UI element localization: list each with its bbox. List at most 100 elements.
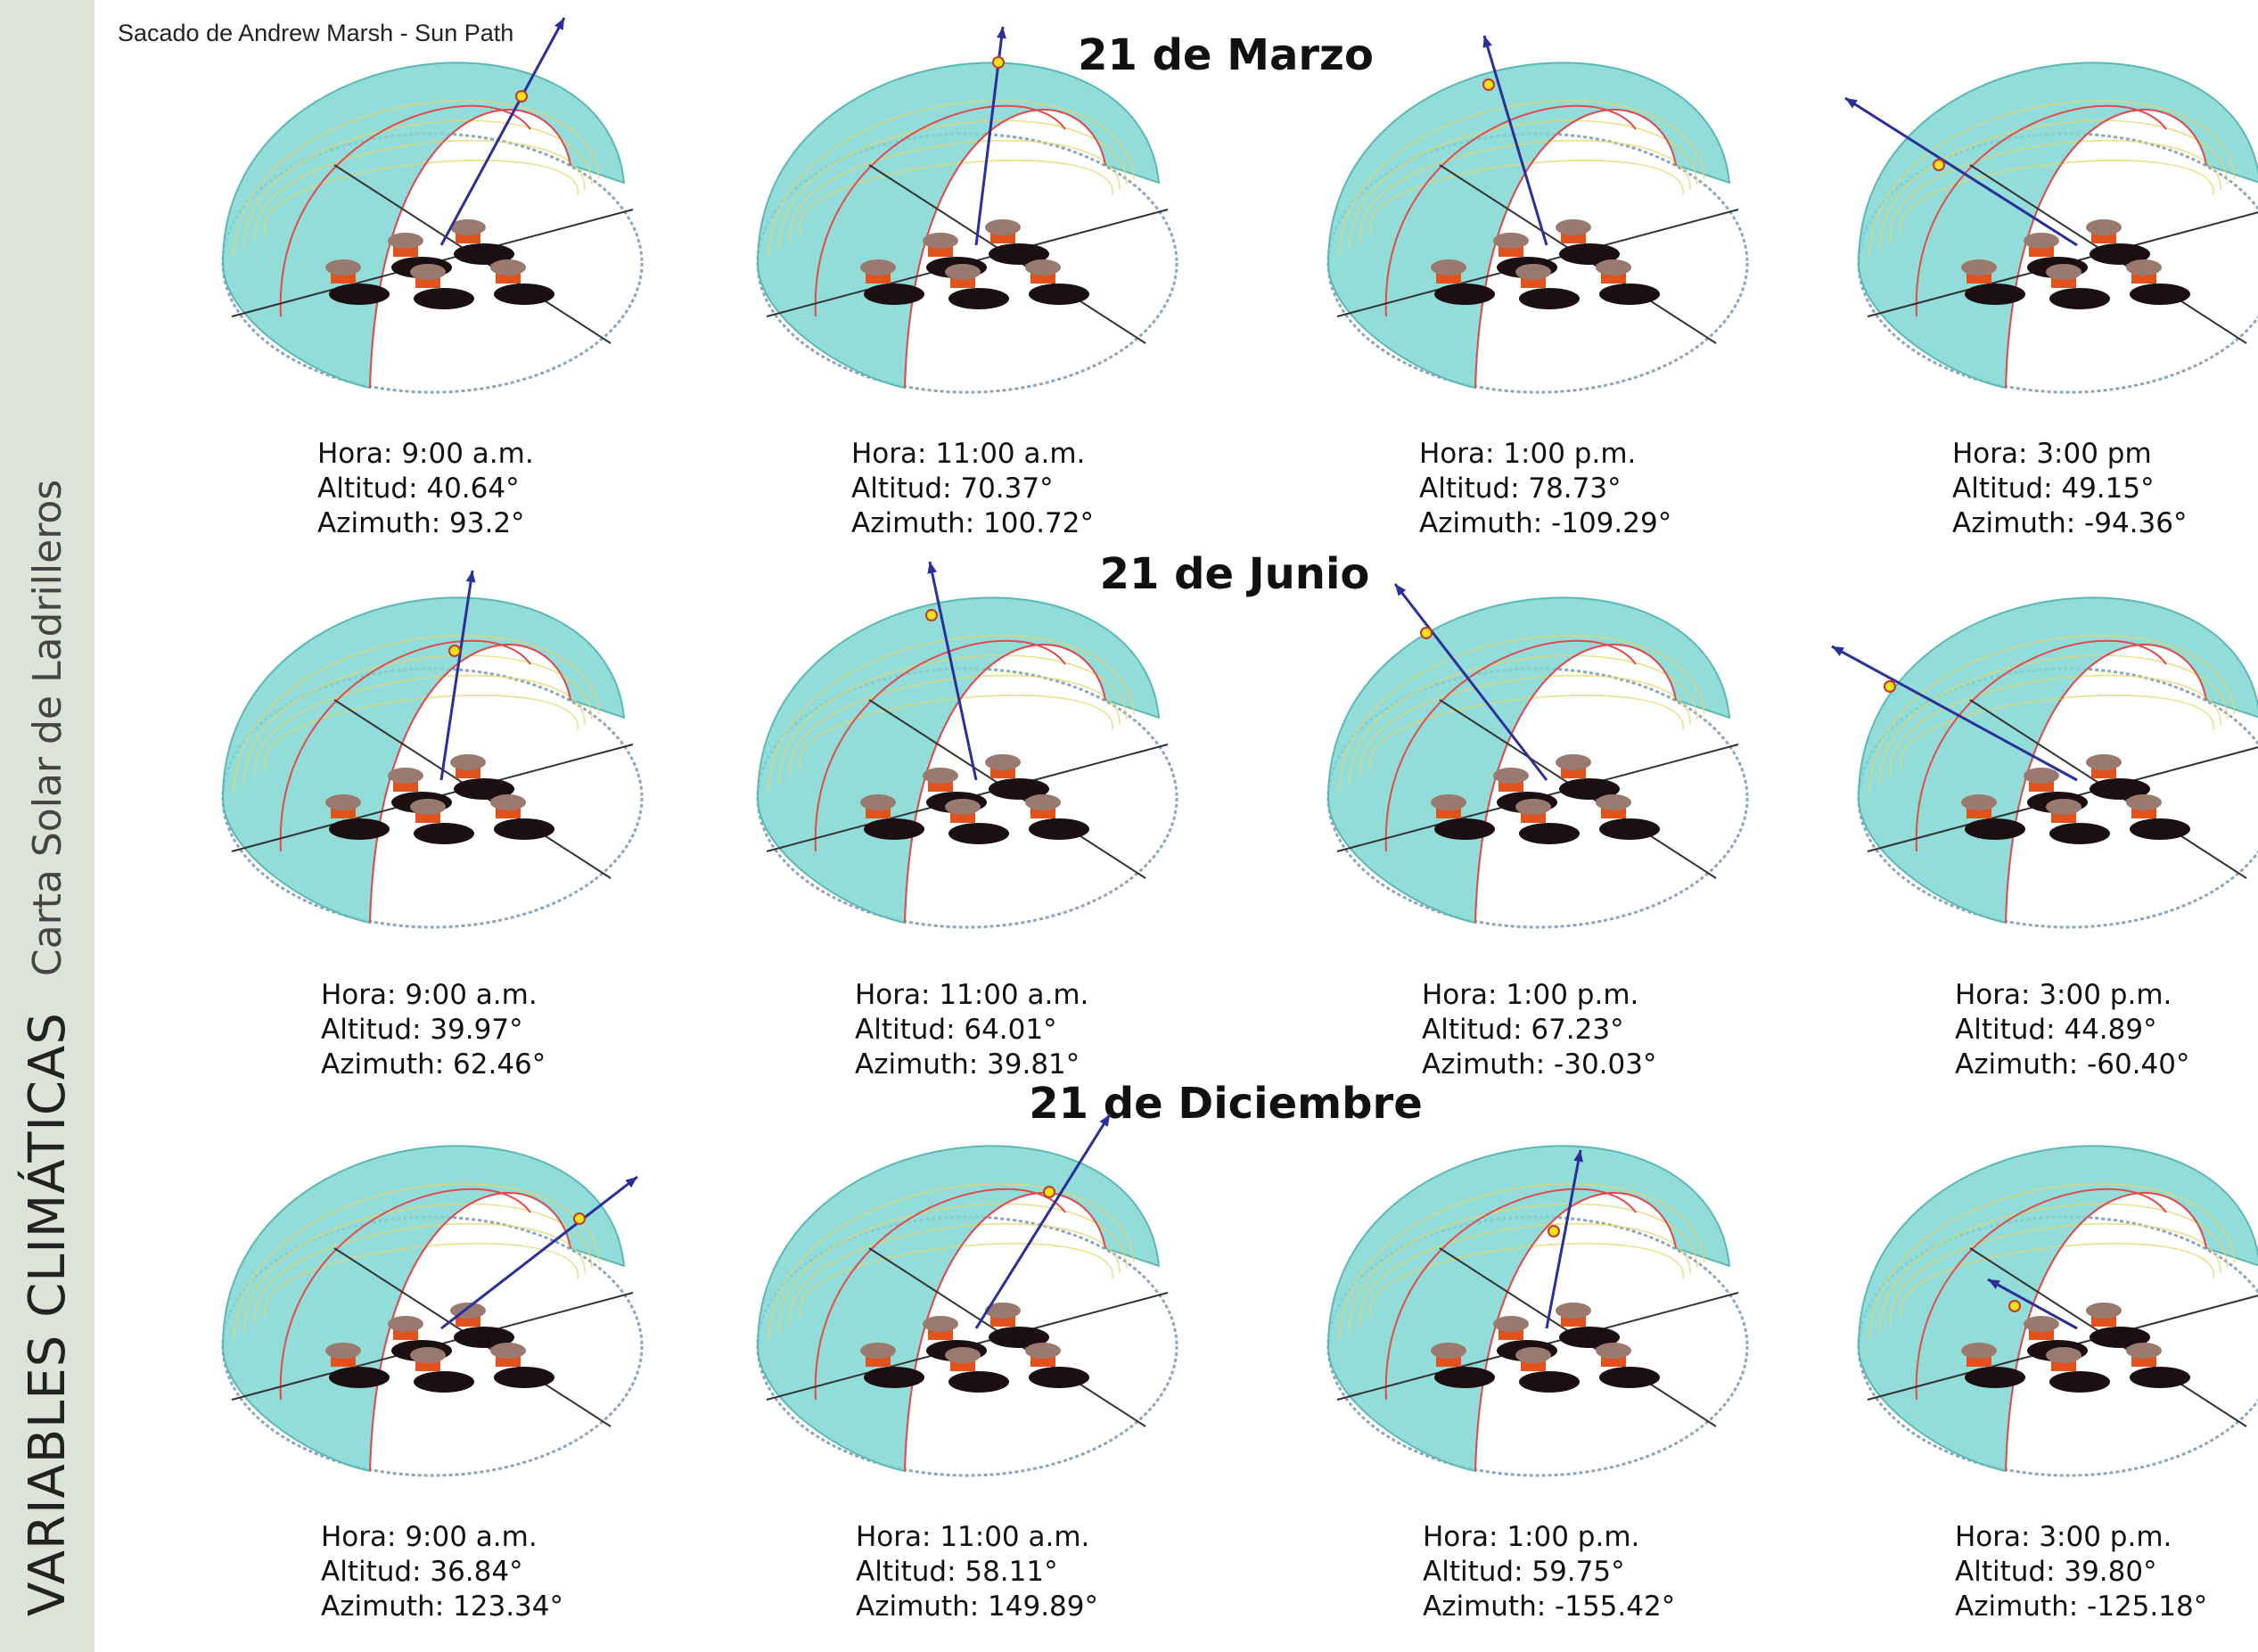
building-shadow [2090,1327,2150,1348]
building-roof [1025,259,1061,275]
sun-path-line [904,1192,1106,1472]
building-shadow [1519,823,1580,844]
sunpath-diagram [735,561,1199,963]
building-shadow [2130,1367,2190,1388]
sun-vector [1844,96,2078,247]
building-roof [1596,1343,1631,1359]
sun-position-marker [573,1212,586,1225]
sunpath-diagram [201,1119,664,1511]
dome-grid-line [798,694,1113,770]
sun-info: Hora: 11:00 a.m. Altitud: 58.11° Azimuth… [856,1520,1098,1624]
building-roof [2126,794,2162,810]
building-roof [2046,1347,2081,1363]
building-shadow [2130,284,2190,305]
building-shadow [494,1367,554,1388]
altitud-label: Altitud: 36.84° [321,1556,523,1588]
dome-grid-line [1899,1243,2214,1319]
building-shadow [329,1367,390,1388]
building-roof [1515,799,1551,815]
sun-path-line [1474,644,1677,924]
building-shadow [864,818,924,840]
building-roof [945,799,981,815]
dome-grid-line [1338,635,1705,792]
building-shadow [1434,818,1495,840]
building-roof [2086,219,2122,235]
building-roof [1493,768,1529,784]
sun-vector-arrowhead [554,18,564,30]
dome-grid-line [1868,635,2236,792]
building-roof [1556,219,1591,235]
building-roof [1515,264,1551,280]
hora-label: Hora: 3:00 pm [1952,438,2152,470]
dome-grid-line [798,160,1113,235]
sun-info: Hora: 1:00 p.m. Altitud: 67.23° Azimuth:… [1422,978,1656,1082]
building-roof [2126,1343,2162,1359]
building-roof [1493,1316,1529,1332]
sun-vector-arrowhead [927,562,938,574]
sun-position-marker [448,645,461,657]
building-roof [860,1343,896,1359]
building-shadow [454,778,514,800]
sidebar-text: VARIABLES CLIMÁTICAS Carta Solar de Ladr… [0,0,94,1652]
building-roof [1025,794,1061,810]
building-roof [325,1343,361,1359]
building-shadow [1519,1371,1580,1393]
building-roof [450,754,486,770]
building-shadow [1434,284,1495,305]
sun-vector [1831,645,2078,782]
dome-grid-line [233,635,600,792]
hora-label: Hora: 9:00 a.m. [321,1521,538,1553]
sunpath-diagram [1836,1119,2258,1511]
building-roof [1596,259,1631,275]
building-shadow [414,823,474,844]
dome-grid-line [233,100,600,257]
sunpath-diagram [735,1114,1199,1511]
building-roof [2024,768,2059,784]
hora-label: Hora: 9:00 a.m. [317,438,534,470]
altitud-label: Altitud: 78.73° [1419,473,1622,505]
building-roof [410,799,446,815]
sun-position-marker [515,90,528,103]
dome-grid-line [1890,139,2221,242]
dome-grid-line [1349,1203,1698,1333]
building-shadow [948,1371,1009,1393]
building-roof [860,259,896,275]
building-roof [410,264,446,280]
sunpath-diagram [1306,35,1769,428]
dome-grid-line [263,1243,579,1319]
sun-vector-arrowhead [1395,584,1407,596]
altitud-label: Altitud: 44.89° [1955,1014,2157,1046]
building-shadow [989,243,1049,265]
building-roof [2086,1303,2122,1319]
altitud-label: Altitud: 39.97° [321,1014,523,1046]
dome-grid-line [798,1243,1113,1319]
dome-grid-line [1359,139,1691,242]
sun-path-line [2005,109,2207,389]
building-shadow [329,284,390,305]
source-note: Sacado de Andrew Marsh - Sun Path [118,20,514,46]
sun-info: Hora: 3:00 p.m. Altitud: 44.89° Azimuth:… [1955,978,2189,1082]
hora-label: Hora: 11:00 a.m. [856,1521,1090,1553]
dome-grid-line [768,1183,1135,1340]
sunpath-diagram [1831,571,2258,963]
building-roof [2086,754,2122,770]
dome-grid-line [789,139,1121,242]
sun-info: Hora: 9:00 a.m. Altitud: 40.64° Azimuth:… [317,437,534,541]
dome-grid-line [1899,694,2214,770]
altitud-label: Altitud: 39.80° [1955,1556,2157,1588]
building-shadow [2090,243,2150,265]
sun-vector-arrowhead [997,27,1006,39]
azimuth-label: Azimuth: 123.34° [321,1590,564,1623]
azimuth-label: Azimuth: 93.2° [317,507,525,539]
azimuth-label: Azimuth: 62.46° [321,1048,546,1081]
sun-position-marker [1933,159,1945,171]
altitud-label: Altitud: 40.64° [317,473,520,505]
dome-grid-line [1890,1222,2221,1326]
building-shadow [1559,778,1620,800]
building-shadow [2049,288,2110,309]
building-roof [985,219,1021,235]
sun-position-marker [992,56,1005,69]
dome-grid-line [778,1203,1128,1333]
building-roof [860,794,896,810]
hora-label: Hora: 3:00 p.m. [1955,1521,2172,1553]
